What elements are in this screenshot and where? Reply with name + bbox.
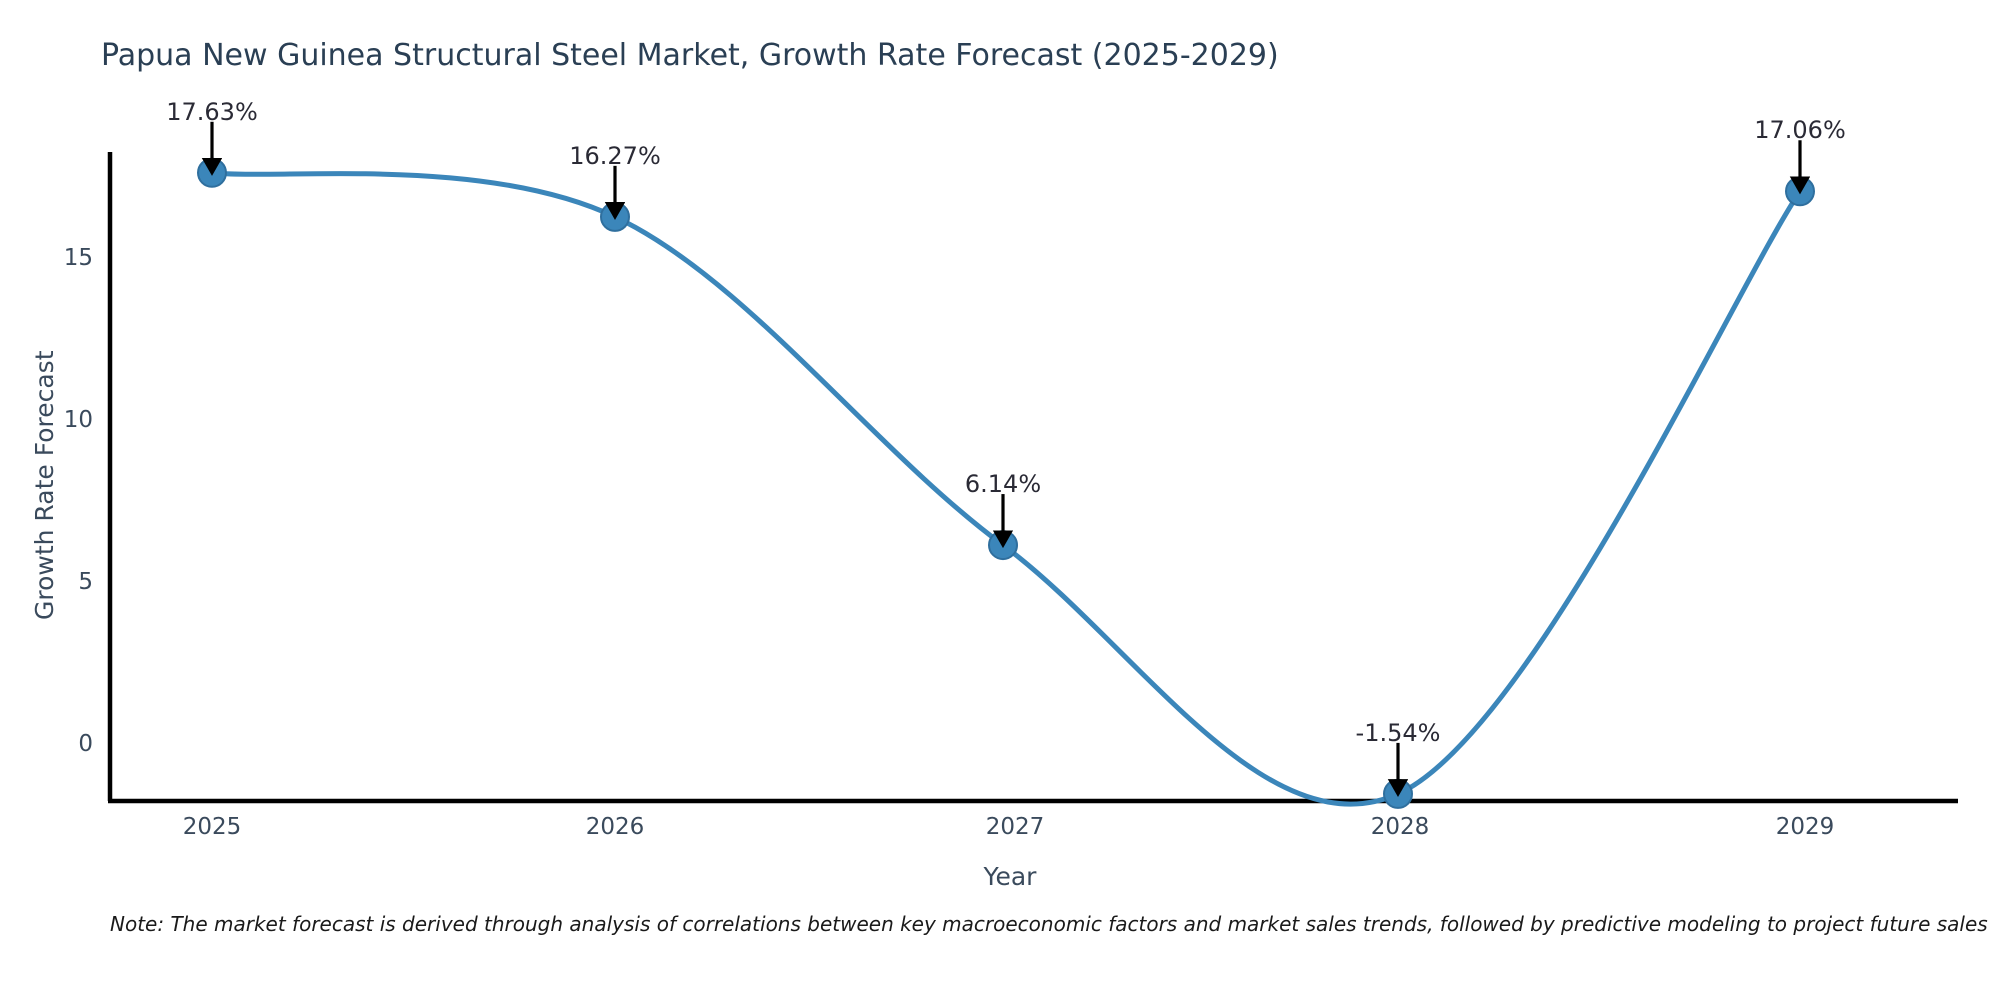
y-tick-label-5: 5	[78, 569, 93, 595]
data-point-2026[interactable]	[600, 201, 630, 232]
footnote-note: Note: The market forecast is derived thr…	[110, 912, 1988, 936]
y-tick-label-0: 0	[78, 731, 93, 757]
annotation-arrows	[201, 121, 1811, 798]
x-axis-title: Year	[983, 862, 1037, 891]
data-point-2029[interactable]	[1785, 176, 1815, 207]
x-tick-label-2026: 2026	[585, 814, 645, 840]
data-point-2028[interactable]	[1383, 778, 1413, 809]
data-label-2027: 6.14%	[964, 470, 1042, 499]
y-axis-title: Growth Rate Forecast	[30, 350, 59, 621]
forecast-line	[209, 170, 1803, 807]
x-tick-label-2029: 2029	[1775, 814, 1835, 840]
x-tick-label-2025: 2025	[182, 814, 242, 840]
data-label-2028: -1.54%	[1355, 718, 1441, 747]
data-label-2026: 16.27%	[569, 141, 661, 170]
data-label-2029: 17.06%	[1754, 116, 1846, 145]
y-tick-label-15: 15	[63, 245, 93, 271]
y-tick-label-10: 10	[63, 407, 93, 433]
data-label-2025: 17.63%	[166, 97, 258, 126]
x-tick-label-2027: 2027	[985, 814, 1045, 840]
x-tick-label-2028: 2028	[1370, 814, 1430, 840]
data-point-2025[interactable]	[197, 157, 227, 188]
chart-title: Papua New Guinea Structural Steel Market…	[101, 38, 1279, 73]
data-point-2027[interactable]	[988, 530, 1018, 561]
